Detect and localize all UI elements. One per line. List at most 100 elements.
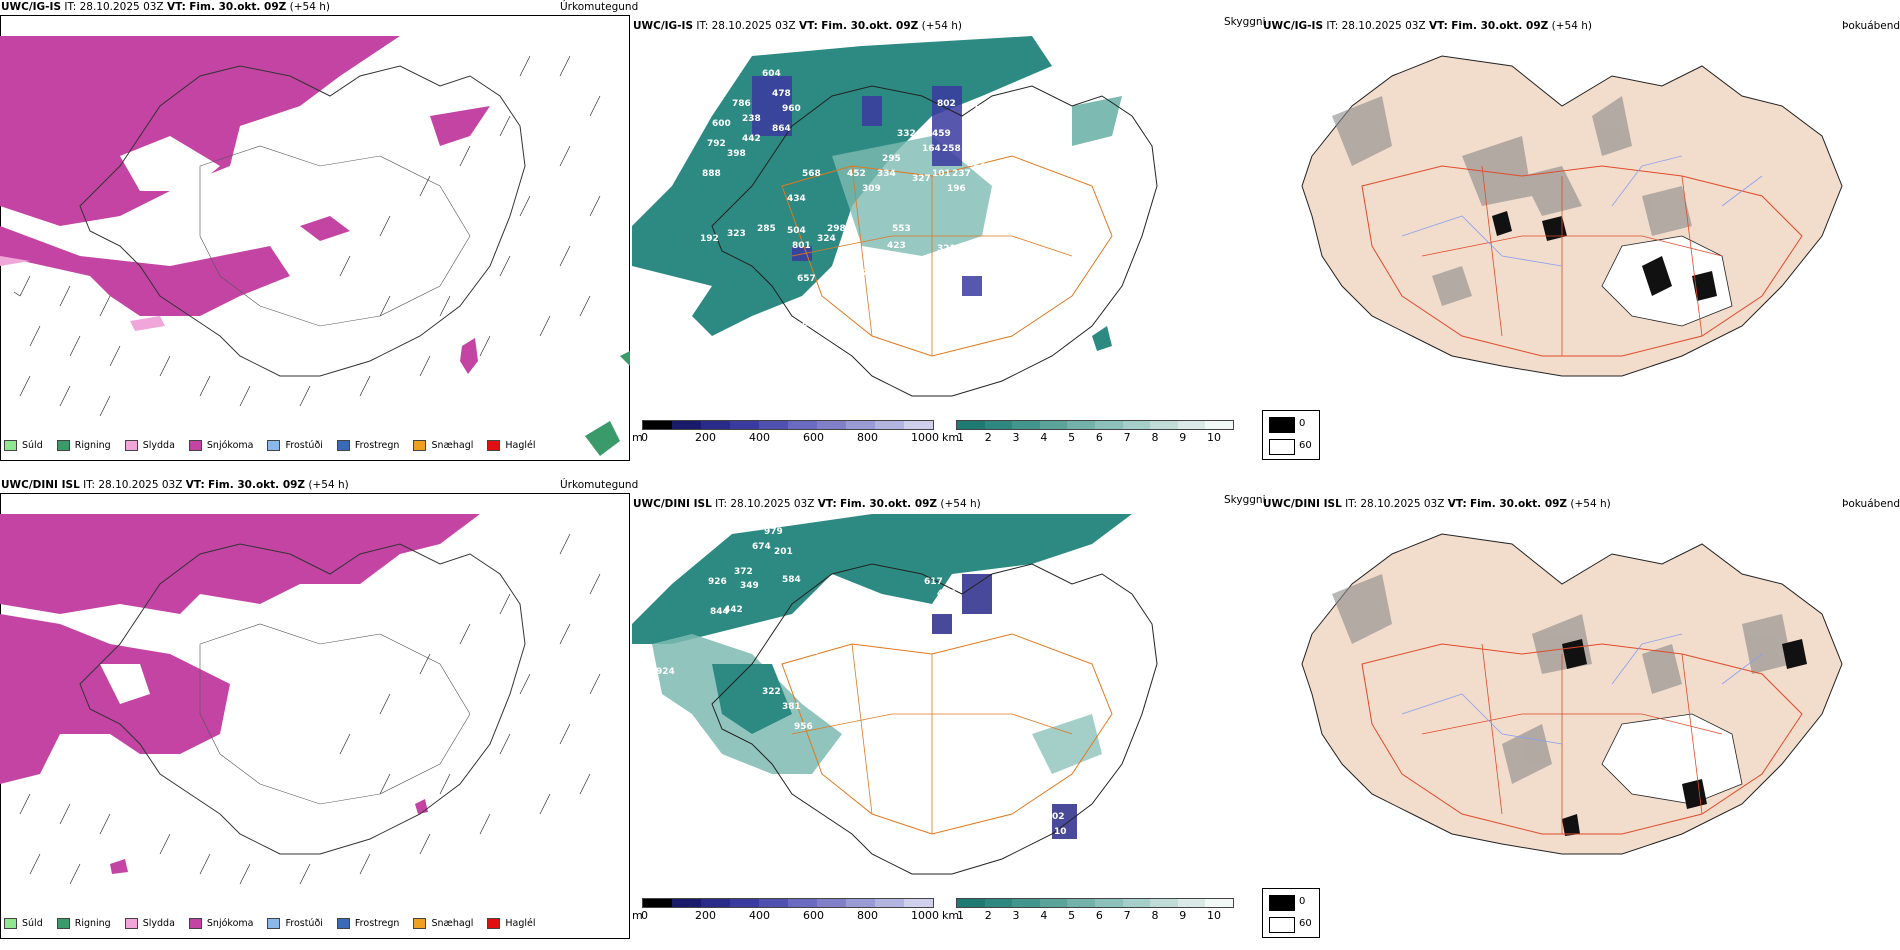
cloud-number: 792: [707, 139, 726, 149]
panel-header: UWC/IG-IS IT: 28.10.2025 03Z VT: Fim. 30…: [1, 1, 330, 13]
legend-item: Haglél: [487, 440, 536, 451]
cloud-number: 568: [802, 169, 821, 179]
fog-legend-low-label: 60: [1299, 440, 1312, 451]
forecast-row-igis: UWC/IG-IS IT: 28.10.2025 03Z VT: Fim. 30…: [0, 0, 1900, 470]
it-label: IT:: [1326, 20, 1339, 32]
cloud-number: 322: [762, 687, 781, 697]
colorbar-tick-label: 6: [1095, 431, 1103, 444]
cloud-number: 192: [700, 234, 719, 244]
cloud-number: 657: [797, 274, 816, 284]
colorbar-segment: [904, 899, 933, 907]
colorbar-segment: [817, 899, 846, 907]
cloud-number: 478: [772, 89, 791, 99]
cloud-map: 604 478 786 960 600 238 864 792 442 398 …: [632, 36, 1158, 397]
colorbar-tick-label: 3: [1012, 431, 1020, 444]
colorbar-tick-label: 4: [1040, 431, 1048, 444]
precip-legend: Súld Rigning Slydda Snjókoma Frostúði Fr…: [4, 918, 550, 929]
cloud-number: 213: [1004, 259, 1023, 269]
colorbar-unit: km: [942, 431, 960, 444]
cloud-number: 372: [734, 567, 753, 577]
model-name: UWC/IG-IS: [1263, 20, 1324, 32]
cloud-number: 802: [937, 99, 956, 109]
vt-value: Fim. 30.okt. 09Z: [821, 20, 919, 32]
legend-item: Snæhagl: [413, 918, 473, 929]
legend-item: Haglél: [487, 918, 536, 929]
legend-item: Frostregn: [336, 918, 399, 929]
cloud-number: 553: [892, 224, 911, 234]
legend-item: Snæhagl: [413, 440, 473, 451]
cloud-number: 02: [1052, 812, 1065, 822]
colorbar-segment: [1067, 899, 1095, 907]
colorbar-segment: [759, 899, 788, 907]
colorbar-tick-label: 200: [695, 909, 716, 922]
cloud-base-colorbar: m 0 200 400 600 800 1000: [632, 420, 939, 446]
forecast-row-dini: UWC/DINI ISL IT: 28.10.2025 03Z VT: Fim.…: [0, 478, 1900, 948]
colorbar-segment: [643, 421, 672, 429]
it-value: 28.10.2025 03Z: [79, 1, 164, 13]
it-label: IT:: [715, 498, 728, 510]
colorbar-segment: [1039, 421, 1068, 429]
colorbar-tick-label: 0: [641, 909, 648, 922]
cloud-number: 237: [952, 169, 971, 179]
vt-value: Fim. 30.okt. 09Z: [840, 498, 938, 510]
cloud-number: 888: [702, 169, 721, 179]
it-value: 28.10.2025 03Z: [1360, 498, 1445, 510]
precip-title: Úrkomutegund: [560, 479, 639, 491]
colorbar-segment: [1067, 421, 1095, 429]
fog-legend-high-label: 0: [1299, 418, 1306, 429]
visibility-colorbar: km 1 2 3 4 5 6 7 8 9 10: [942, 420, 1234, 446]
cloud-number: 201: [774, 547, 793, 557]
fog-legend: 0 60: [1262, 888, 1320, 938]
colorbar-tick-label: 1000: [911, 909, 939, 922]
lead-time: (+54 h): [289, 1, 330, 13]
cloud-number: 423: [887, 241, 906, 251]
cloud-number: 434: [787, 194, 806, 204]
colorbar-tick-label: 400: [749, 909, 770, 922]
fog-legend-low-swatch: [1269, 917, 1295, 933]
cloud-number: 786: [732, 99, 751, 109]
colorbar-segment: [1094, 899, 1123, 907]
fog-map: [1301, 533, 1843, 855]
legend-item: Snjókoma: [188, 440, 253, 451]
colorbar-segment: [984, 421, 1013, 429]
cloud-number: 960: [782, 104, 801, 114]
precip-map: [0, 36, 630, 456]
wind-barbs: [19, 533, 601, 885]
colorbar-segment: [672, 899, 701, 907]
cloud-base-labels: 979 201 674 372 926 349 584 844 442 617 …: [656, 527, 1067, 837]
colorbar-tick-label: 8: [1151, 431, 1159, 444]
cloud-number: 926: [708, 577, 727, 587]
precip-type-panel: UWC/IG-IS IT: 28.10.2025 03Z VT: Fim. 30…: [0, 0, 638, 470]
cloud-number: 452: [847, 169, 866, 179]
vt-label: VT:: [1447, 498, 1467, 510]
visibility-colorbar: km 1 2 3 4 5 6 7 8 9 10: [942, 898, 1234, 924]
cloud-number: 600: [712, 119, 731, 129]
visibility-bar: [956, 898, 1234, 908]
model-name: UWC/DINI ISL: [633, 498, 712, 510]
cloud-number: 844: [710, 607, 729, 617]
cloud-number: 442: [742, 134, 761, 144]
cloud-base-bar: [642, 420, 934, 430]
fog-legend-high-swatch: [1269, 895, 1295, 911]
colorbar-segment: [1094, 421, 1123, 429]
colorbar-unit: m: [632, 909, 643, 922]
model-name: UWC/DINI ISL: [1263, 498, 1342, 510]
fog-legend-low-label: 60: [1299, 918, 1312, 929]
colorbar-tick-label: 7: [1123, 431, 1131, 444]
vt-value: Fim. 30.okt. 09Z: [208, 479, 306, 491]
fog-title: Þokuábendi: [1842, 20, 1900, 32]
cloud-number: 956: [794, 722, 813, 732]
it-value: 28.10.2025 03Z: [730, 498, 815, 510]
it-value: 28.10.2025 03Z: [711, 20, 796, 32]
colorbar-tick-label: 10: [1207, 431, 1221, 444]
colorbar-segment: [1205, 421, 1233, 429]
colorbar-unit: km: [942, 909, 960, 922]
colorbar-segment: [875, 421, 904, 429]
legend-item: Slydda: [124, 440, 175, 451]
colorbar-tick-label: 800: [857, 909, 878, 922]
cloud-number: 295: [882, 154, 901, 164]
colorbar-tick-label: 3: [1012, 909, 1020, 922]
fog-panel: UWC/IG-IS IT: 28.10.2025 03Z VT: Fim. 30…: [1262, 0, 1900, 470]
vt-value: Fim. 30.okt. 09Z: [1470, 498, 1568, 510]
cloud-number: 323: [727, 229, 746, 239]
